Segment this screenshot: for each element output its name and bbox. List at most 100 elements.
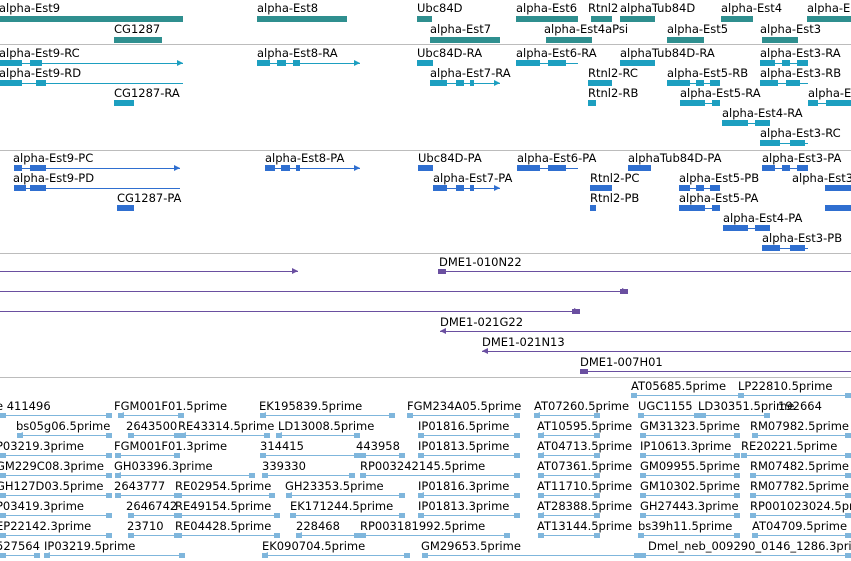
est-label[interactable]: EK171244.5prime [290,499,394,513]
protein-exon[interactable] [679,205,705,211]
est-end[interactable] [538,433,544,438]
est-end[interactable] [640,433,646,438]
est-end[interactable] [176,533,182,538]
strand-arrow[interactable] [494,185,500,191]
est-end[interactable] [734,453,740,458]
est-end[interactable] [638,413,644,418]
transcript-exon[interactable] [36,80,46,86]
est-label[interactable]: LD13008.5prime [278,419,375,433]
transcript-label[interactable]: alpha-Est7-RA [430,66,511,80]
est-end[interactable] [360,473,366,478]
bac-label[interactable]: DME1-021G22 [440,315,524,329]
est-label[interactable]: Dmel_neb_009290_0146_1286.3prime [648,539,851,553]
transcript-exon[interactable] [0,60,22,66]
gene-glyph[interactable] [516,16,578,22]
est-end[interactable] [634,553,640,558]
est-end[interactable] [106,413,112,418]
est-end[interactable] [128,533,134,538]
transcript-label[interactable]: alpha-Est8-RA [257,46,338,60]
protein-exon[interactable] [825,185,851,191]
est-label[interactable]: FGM234A05.5prime [407,399,522,413]
strand-arrow[interactable] [292,268,298,274]
transcript-label[interactable]: alpha-E [808,86,851,100]
transcript-label[interactable]: alpha-Est3-RB [760,66,842,80]
protein-exon[interactable] [117,205,134,211]
strand-arrow[interactable] [714,80,720,86]
protein-label[interactable]: alpha-Est4-PA [723,211,803,225]
protein-exon[interactable] [782,165,790,171]
est-label[interactable]: IP01816.5prime [418,419,510,433]
strand-arrow[interactable] [722,120,728,126]
est-end[interactable] [0,493,6,498]
est-end[interactable] [734,513,740,518]
est-end[interactable] [176,513,182,518]
est-end[interactable] [514,513,520,518]
protein-exon[interactable] [590,205,596,211]
est-end[interactable] [750,513,756,518]
transcript-exon[interactable] [548,60,566,66]
est-label[interactable]: AT04709.5prime [752,519,848,533]
est-label[interactable]: AT11710.5prime [537,479,633,493]
est-end[interactable] [638,533,644,538]
protein-exon[interactable] [14,165,22,171]
bac-label[interactable]: DME1-010N22 [439,255,522,269]
est-end[interactable] [538,533,544,538]
est-end[interactable] [17,433,23,438]
est-end[interactable] [360,533,366,538]
gene-label[interactable]: CG1287 [114,22,161,36]
bac-end[interactable] [438,269,446,274]
est-end[interactable] [249,473,255,478]
strand-arrow[interactable] [679,205,685,211]
protein-exon[interactable] [696,185,704,191]
est-end[interactable] [845,513,851,518]
est-end[interactable] [514,493,520,498]
est-end[interactable] [354,533,360,538]
transcript-exon[interactable] [760,80,778,86]
strand-arrow[interactable] [354,165,360,171]
transcript-exon[interactable] [257,60,270,66]
est-end[interactable] [106,433,112,438]
est-end[interactable] [354,453,360,458]
transcript-exon[interactable] [430,80,447,86]
est-label[interactable]: 23710 [127,519,164,533]
transcript-label[interactable]: alpha-Est4-RA [722,106,803,120]
strand-arrow[interactable] [762,165,768,171]
est-end[interactable] [106,513,112,518]
est-end[interactable] [738,393,744,398]
est-label[interactable]: GH03396.3prime [114,459,213,473]
transcript-label[interactable]: alpha-Est6-RA [516,46,597,60]
protein-label[interactable]: alpha-Est5-PA [679,191,759,205]
est-end[interactable] [290,513,296,518]
gene-glyph[interactable] [591,16,612,22]
est-end[interactable] [700,413,706,418]
est-end[interactable] [538,473,544,478]
est-end[interactable] [504,533,510,538]
protein-label[interactable]: alpha-Est5-PB [679,171,760,185]
transcript-exon[interactable] [30,60,42,66]
gene-glyph[interactable] [546,37,592,43]
est-end[interactable] [264,433,270,438]
est-end[interactable] [764,413,770,418]
protein-label[interactable]: Rtnl2-PB [590,191,640,205]
protein-exon[interactable] [825,205,851,211]
protein-exon[interactable] [456,185,464,191]
est-end[interactable] [0,553,6,558]
bac-label[interactable]: DME1-007H01 [580,355,663,369]
strand-arrow[interactable] [0,80,6,86]
est-end[interactable] [514,433,520,438]
est-end[interactable] [360,453,366,458]
est-label[interactable]: 192664 [778,399,822,413]
transcript-label[interactable]: alpha-Est9-RD [0,66,82,80]
est-end[interactable] [106,493,112,498]
est-label[interactable]: FGM001F01.3prime [114,439,228,453]
est-end[interactable] [514,473,520,478]
est-end[interactable] [399,453,405,458]
strand-arrow[interactable] [354,60,360,66]
transcript-exon[interactable] [456,80,464,86]
est-end[interactable] [389,413,395,418]
est-end[interactable] [734,493,740,498]
protein-exon[interactable] [762,245,780,251]
gene-label[interactable]: alpha-Est5 [667,22,729,36]
est-end[interactable] [734,433,740,438]
est-end[interactable] [845,393,851,398]
